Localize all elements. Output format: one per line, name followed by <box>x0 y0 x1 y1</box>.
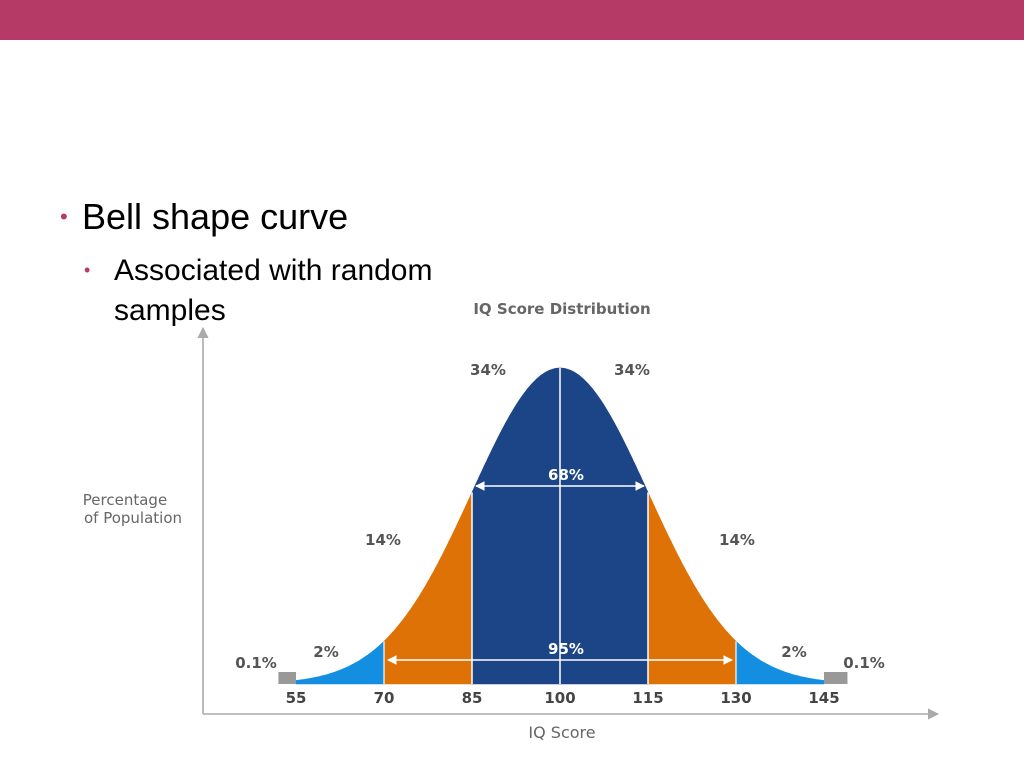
segment-label-6: 2% <box>781 643 806 661</box>
x-tick-label-100: 100 <box>544 689 575 707</box>
x-tick-label-115: 115 <box>632 689 663 707</box>
segment-label-1: 34% <box>470 361 506 379</box>
x-tick-label-130: 130 <box>720 689 751 707</box>
sub-bullet-dot-icon: • <box>84 260 91 280</box>
span-label-1: 68% <box>548 466 584 484</box>
curve-segment-115-130 <box>647 492 737 685</box>
x-tick-label-55: 55 <box>286 689 307 707</box>
x-axis-label: IQ Score <box>528 723 595 742</box>
tail-label-1: 0.1% <box>235 654 277 672</box>
bullet-dot-icon: • <box>60 204 68 229</box>
span-label-2: 95% <box>548 640 584 658</box>
tail-bar-2 <box>824 672 848 684</box>
tail-bar-1 <box>278 672 296 684</box>
bullet-text-1: Bell shape curve <box>82 196 349 237</box>
bullet-text-2: Associated with random samples <box>114 254 433 327</box>
segment-label-4: 14% <box>719 531 755 549</box>
curve-segment-100-115 <box>559 367 649 685</box>
x-tick-label-145: 145 <box>808 689 839 707</box>
curve-segment-85-100 <box>471 367 561 685</box>
curve-segment-70-85 <box>383 492 473 685</box>
chart-title: IQ Score Distribution <box>473 300 650 318</box>
curve-segment-130-145 <box>735 640 825 685</box>
segment-label-2: 34% <box>614 361 650 379</box>
bullet-item-2: • Associated with random samples <box>84 251 474 331</box>
x-tick-label-70: 70 <box>374 689 395 707</box>
curve-segment-55-70 <box>295 640 385 685</box>
segment-label-5: 2% <box>313 643 338 661</box>
y-axis-label-line2: of Population <box>84 509 182 527</box>
segment-label-3: 14% <box>365 531 401 549</box>
tail-label-2: 0.1% <box>843 654 885 672</box>
header-bar <box>0 0 1024 40</box>
y-axis-label-line1: Percentage <box>83 491 167 509</box>
x-tick-label-85: 85 <box>462 689 483 707</box>
